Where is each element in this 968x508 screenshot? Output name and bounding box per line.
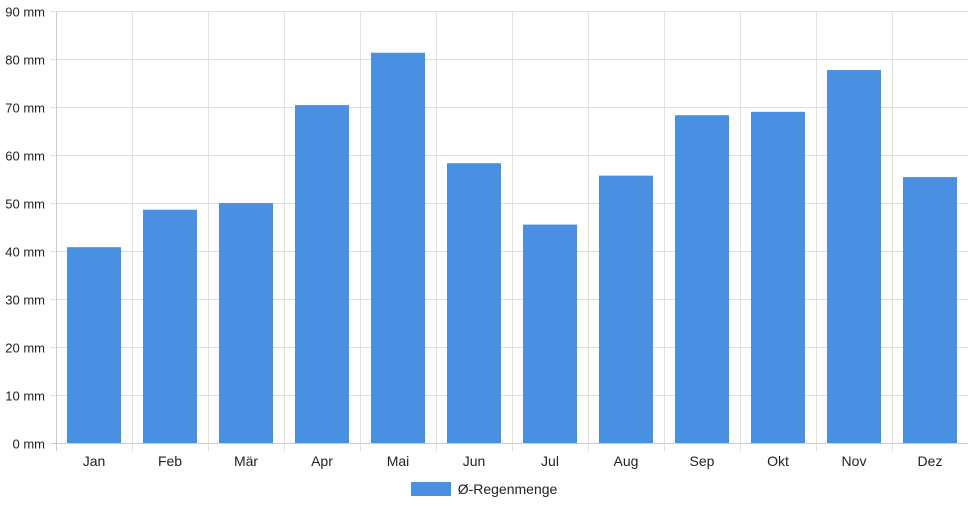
y-tick-label: 40 mm: [5, 245, 45, 260]
bar-jul[interactable]: Jul: 45.5 mm: [523, 224, 577, 443]
bars: Jan: 40.8 mm Feb: 48.6 mm Mär: 50 mm Apr: 7…: [67, 52, 957, 444]
x-tick-label: Apr: [311, 453, 333, 469]
y-tick-label: 60 mm: [5, 149, 45, 164]
x-tick-label: Aug: [614, 453, 639, 469]
y-tick-label: 0 mm: [13, 437, 46, 452]
bar-mai[interactable]: Mai: 81.3 mm: [371, 52, 425, 443]
x-tick-label: Feb: [158, 453, 182, 469]
legend-label: Ø-Regenmenge: [457, 481, 558, 497]
bar-feb[interactable]: Feb: 48.6 mm: [143, 209, 197, 443]
bar-apr[interactable]: Apr: 70.4 mm: [295, 105, 349, 443]
x-tick-label: Dez: [918, 453, 943, 469]
bar-okt[interactable]: Okt: 69 mm: [751, 111, 805, 444]
bar-jun[interactable]: Jun: 58.3 mm: [447, 163, 501, 443]
y-tick-label: 20 mm: [5, 341, 45, 356]
y-tick-label: 90 mm: [5, 5, 45, 20]
bar-aug[interactable]: Aug: 55.7 mm: [599, 175, 653, 443]
y-tick-label: 50 mm: [5, 197, 45, 212]
x-tick-label: Jul: [541, 453, 559, 469]
bar-chart-plot: Jan: 40.8 mm Feb: 48.6 mm Mär: 50 mm Apr: 7…: [5, 5, 968, 469]
bar-jan[interactable]: Jan: 40.8 mm: [67, 247, 121, 443]
legend-swatch: [410, 482, 451, 496]
x-tick-label: Sep: [690, 453, 715, 469]
bar-mär[interactable]: Mär: 50 mm: [219, 203, 273, 443]
x-tick-label: Mär: [234, 453, 258, 469]
x-tick-label: Okt: [767, 453, 789, 469]
bar-dez[interactable]: Dez: 55.4 mm: [903, 177, 957, 443]
y-tick-label: 10 mm: [5, 389, 45, 404]
x-tick-label: Jan: [83, 453, 106, 469]
bar-nov[interactable]: Nov: 77.7 mm: [827, 70, 881, 443]
y-tick-label: 70 mm: [5, 101, 45, 116]
legend[interactable]: Ø-Regenmenge: [0, 481, 968, 497]
x-tick-label: Jun: [463, 453, 486, 469]
grid-lines: [50, 11, 968, 451]
bar-sep[interactable]: Sep: 68.3 mm: [675, 115, 729, 443]
x-tick-label: Nov: [842, 453, 867, 469]
y-axis-ticks: 0 mm 10 mm 20 mm 30 mm 40 mm 50 mm 60 mm 70 mm 8…: [5, 5, 45, 452]
x-axis-ticks: Jan Feb Mär Apr Mai Jun Jul Aug Sep Okt Nov Dez: [83, 453, 943, 469]
y-tick-label: 30 mm: [5, 293, 45, 308]
x-tick-label: Mai: [387, 453, 410, 469]
y-tick-label: 80 mm: [5, 53, 45, 68]
